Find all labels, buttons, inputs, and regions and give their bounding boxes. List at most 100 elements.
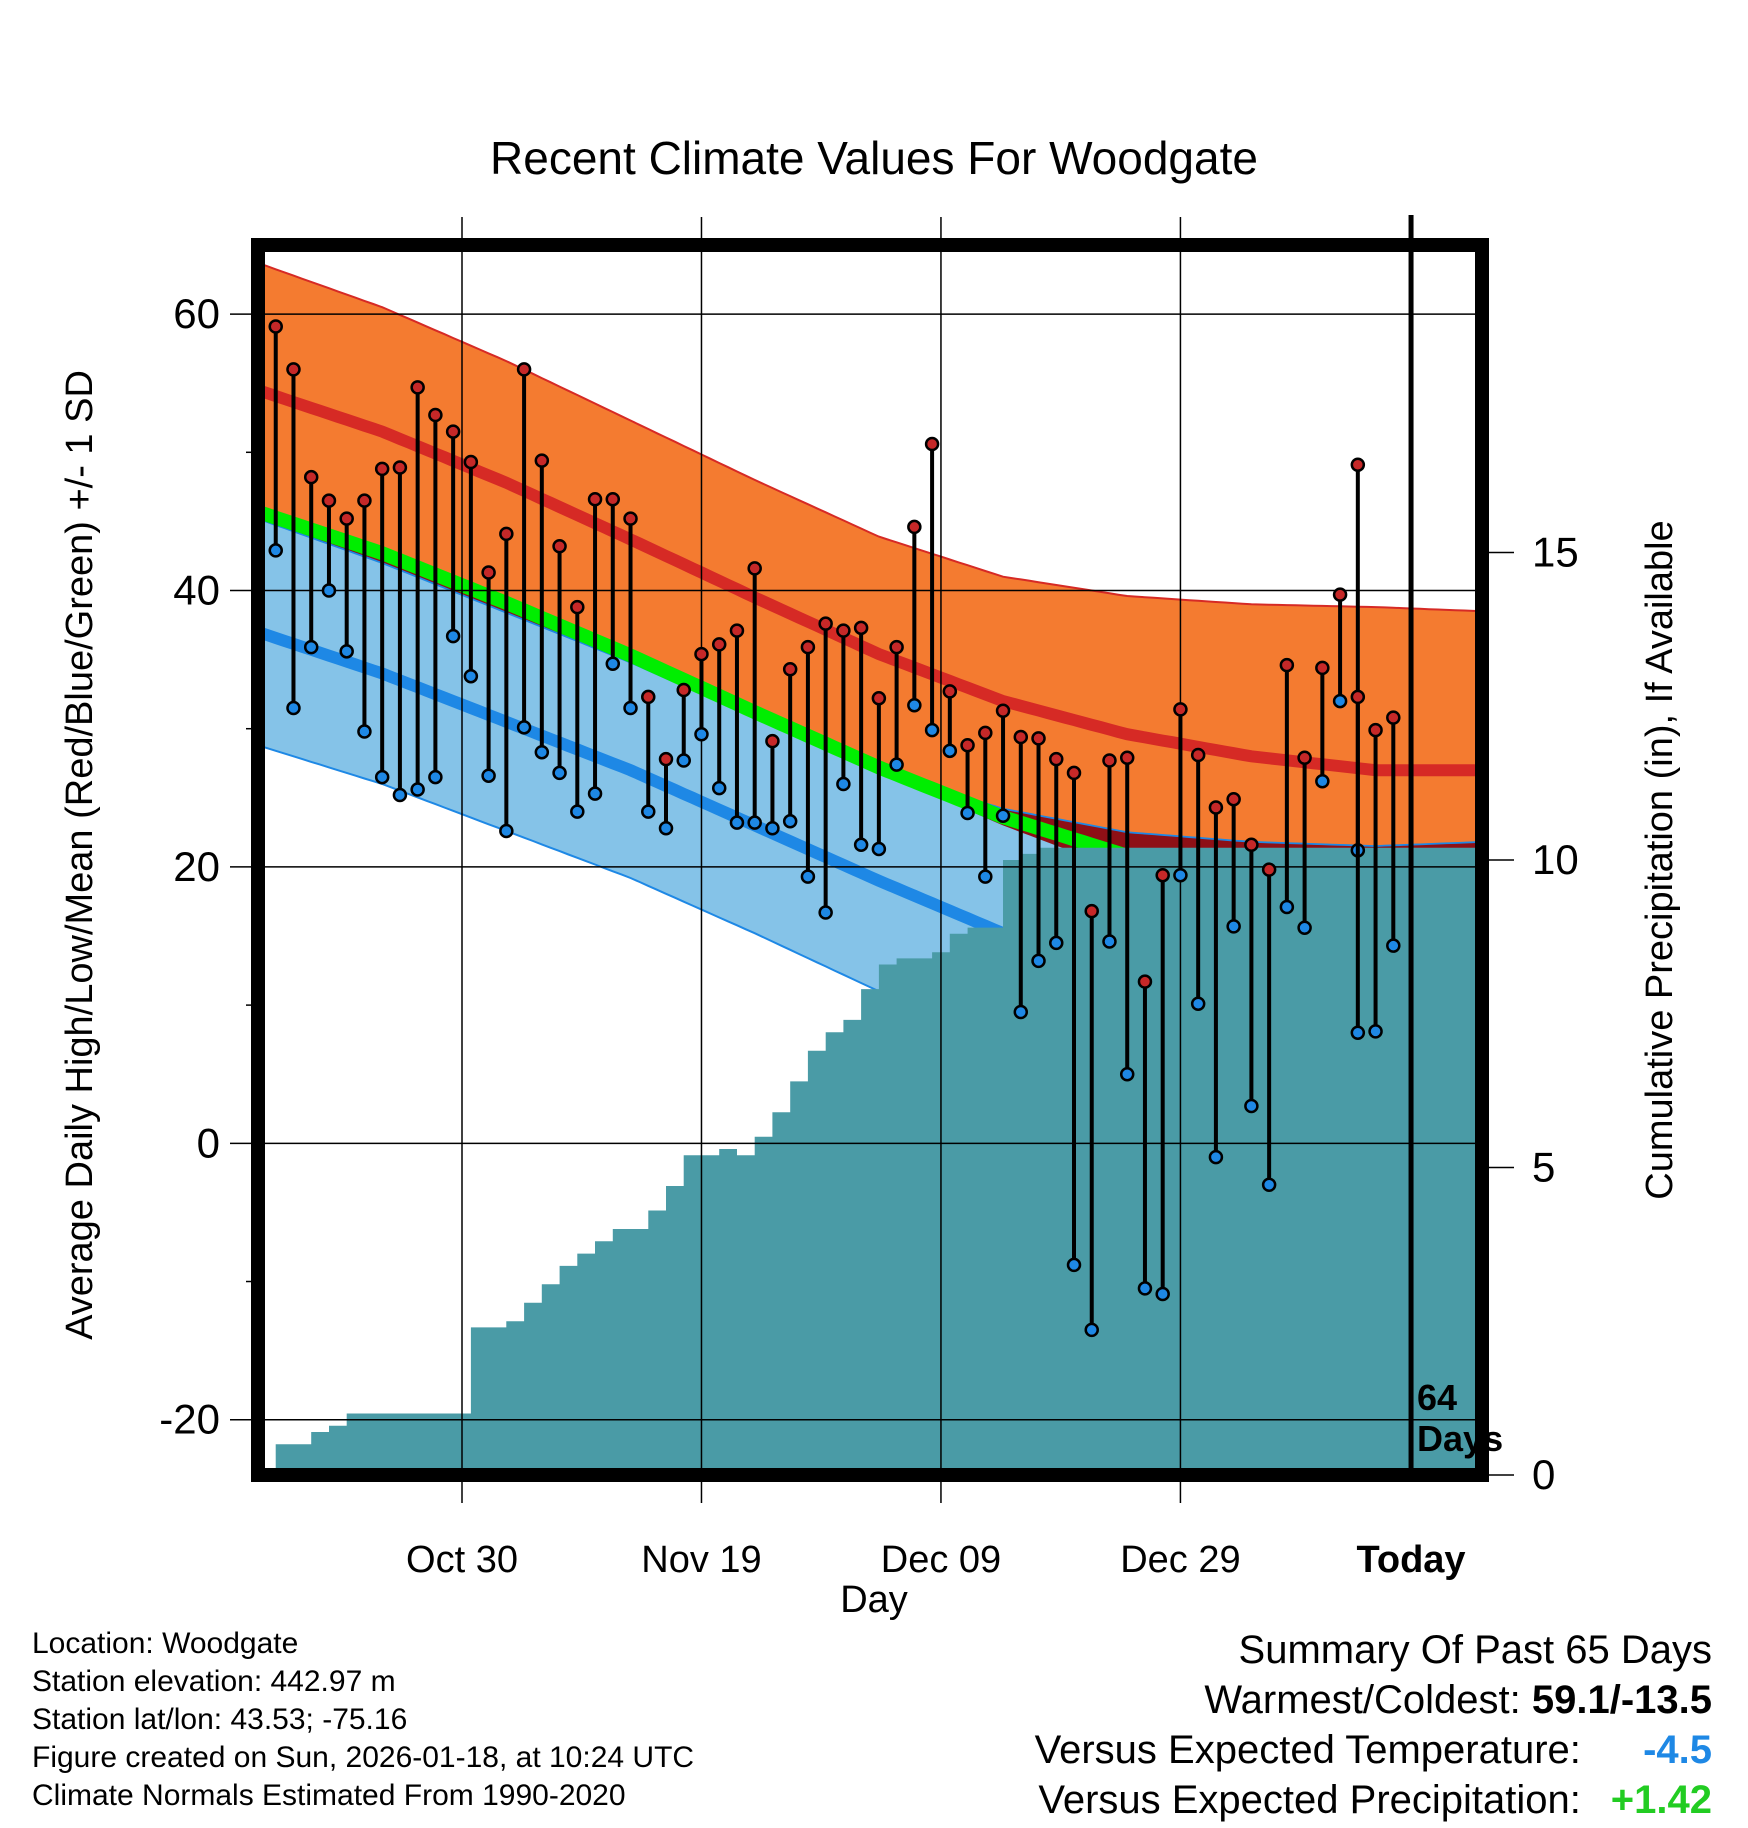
low-point-a--38 [729, 815, 745, 830]
high-point-a--33 [818, 616, 833, 631]
low-point-a--2 [1368, 1024, 1383, 1039]
elevation-text: Station elevation: 442.97 m [32, 1665, 396, 1698]
y2-tick-label-15: 15 [1532, 529, 1579, 576]
low-point-a--27 [924, 722, 940, 738]
high-point-a--10 [1226, 791, 1241, 807]
low-point-a--25 [960, 805, 975, 821]
high-point-a--45 [605, 492, 621, 507]
low-point-a--49 [534, 744, 550, 760]
high-point-a--9 [1244, 837, 1259, 853]
high-point-a--51 [499, 526, 514, 542]
high-point-a--35 [782, 662, 798, 677]
low-point-a--39 [711, 780, 727, 796]
low-point-b--6 [1297, 920, 1312, 935]
high-point-a--30 [871, 691, 887, 706]
high-point-a--48 [552, 539, 567, 554]
low-point-a--56 [410, 782, 425, 797]
y2-tick-label-0: 0 [1532, 1451, 1555, 1498]
x-tick-label-dec-09: Dec 09 [881, 1539, 1001, 1581]
high-point-a--44 [623, 511, 638, 526]
high-point-a--43 [641, 689, 656, 705]
low-point-a--11 [1208, 1149, 1224, 1165]
y2-axis-label: Cumulative Precipitation (in), If Availa… [1639, 520, 1681, 1199]
low-point-a--14 [1155, 1286, 1170, 1302]
low-point-a--8 [1261, 1177, 1277, 1193]
high-point-a--41 [676, 682, 691, 698]
low-point-a--10 [1226, 919, 1241, 934]
high-point-a--47 [570, 599, 585, 615]
high-point-b--4 [1332, 587, 1348, 602]
low-point-a--19 [1066, 1257, 1082, 1273]
high-point-a--15 [1137, 974, 1153, 989]
low-point-a--22 [1013, 1004, 1029, 1020]
low-point-a--32 [836, 776, 851, 792]
high-point-a--64 [268, 319, 283, 334]
low-point-a--55 [428, 769, 443, 785]
high-point-a--32 [836, 623, 851, 638]
y-tick-label-0: 0 [197, 1119, 220, 1166]
low-point-a--35 [782, 814, 798, 829]
today-days-unit: Days [1417, 1418, 1503, 1459]
high-point-a--34 [800, 639, 816, 655]
daily-points-layer [268, 319, 1401, 1338]
today-days-number: 64 [1417, 1377, 1457, 1418]
high-point-a--58 [374, 461, 390, 477]
precip-vs-expected-row: Versus Expected Precipitation: +1.42 [1035, 1775, 1712, 1825]
y-tick-label-60: 60 [173, 290, 220, 337]
high-point-a--53 [463, 454, 479, 470]
low-point-a--15 [1137, 1281, 1153, 1296]
low-point-a--12 [1190, 996, 1206, 1011]
low-point-a--54 [445, 628, 461, 644]
temp-vs-expected-label: Versus Expected Temperature: [1034, 1728, 1581, 1772]
high-point-a--3 [1350, 457, 1366, 472]
low-point-a--61 [321, 583, 337, 598]
high-point-a--26 [942, 684, 958, 699]
high-point-a--24 [978, 725, 993, 741]
station-info: Location: Woodgate Station elevation: 44… [32, 1625, 694, 1815]
y-axis-label: Average Daily High/Low/Mean (Red/Blue/Gr… [59, 370, 101, 1340]
low-point-a--31 [853, 837, 869, 853]
high-point-a--39 [711, 637, 727, 652]
created-text: Figure created on Sun, 2026-01-18, at 10… [32, 1741, 695, 1774]
low-point-a--45 [605, 656, 621, 672]
precip-vs-expected-value: +1.42 [1610, 1778, 1712, 1822]
high-point-a--1 [1386, 710, 1401, 725]
low-point-a--53 [463, 668, 479, 684]
low-point-a--21 [1031, 953, 1046, 969]
high-point-a--21 [1031, 731, 1046, 746]
x-axis-label: Day [840, 1579, 908, 1620]
high-point-b--5 [1315, 660, 1330, 676]
normals-text: Climate Normals Estimated From 1990-2020 [32, 1779, 626, 1812]
low-point-b--5 [1315, 773, 1330, 789]
high-point-a--63 [286, 362, 301, 377]
high-point-a--22 [1013, 729, 1029, 745]
axes-layer: 60 40 20 0 -20 Oct 30 Nov 19 Dec 09 Dec 29 Today 0… [159, 290, 1578, 1581]
temp-vs-expected-value: -4.5 [1643, 1728, 1712, 1772]
high-point-a--56 [410, 380, 425, 395]
low-point-a--41 [676, 753, 691, 768]
high-point-a--49 [534, 453, 550, 468]
x-tick-label-nov-19: Nov 19 [641, 1539, 761, 1581]
low-point-a--50 [516, 720, 532, 735]
low-point-a--28 [907, 697, 922, 713]
low-point-a--44 [623, 700, 638, 716]
high-point-a--54 [445, 424, 461, 439]
low-point-a--62 [303, 639, 319, 655]
y2-tick-label-5: 5 [1532, 1144, 1555, 1191]
low-point-a--59 [357, 724, 372, 739]
low-point-a--30 [871, 841, 887, 857]
high-point-a--25 [960, 738, 975, 753]
low-point-a--24 [978, 869, 993, 884]
low-point-a--36 [765, 820, 780, 836]
y-tick-label-40: 40 [173, 567, 220, 614]
high-point-a--42 [658, 751, 674, 767]
location-text: Location: Woodgate [32, 1627, 299, 1660]
low-point-a--26 [942, 743, 958, 759]
y2-tick-label-10: 10 [1532, 836, 1579, 883]
low-point-a--16 [1119, 1066, 1135, 1082]
high-point-a--59 [357, 493, 372, 508]
high-point-a--50 [516, 362, 532, 377]
chart-title: Recent Climate Values For Woodgate [490, 132, 1258, 184]
high-point-a--23 [995, 703, 1011, 718]
high-point-a--31 [853, 620, 869, 636]
